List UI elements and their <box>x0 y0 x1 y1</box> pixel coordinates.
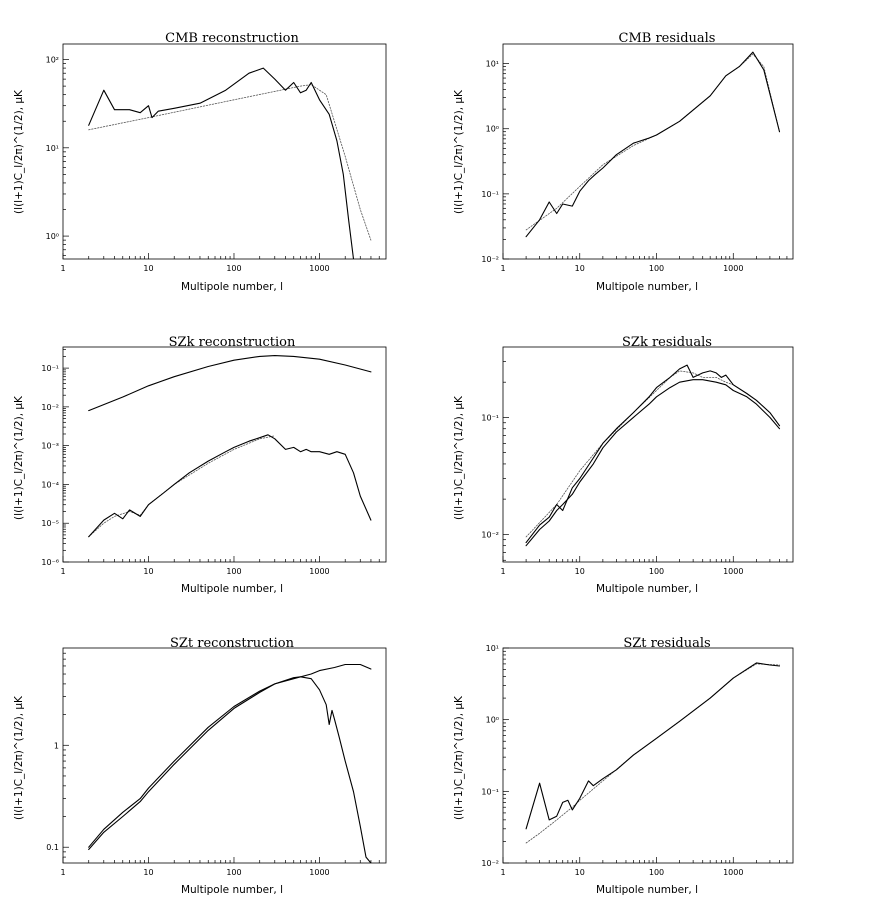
x-axis-label: Multipole number, l <box>596 281 698 293</box>
y-tick-label: 10⁻⁶ <box>41 558 59 567</box>
x-axis-label: Multipole number, l <box>181 281 283 293</box>
panel-cmb-reconstruction: CMB reconstruction Multipole number, l (… <box>13 31 387 293</box>
y-tick-label: 10⁰ <box>486 125 499 134</box>
x-tick-label: 10 <box>143 264 153 273</box>
y-tick-label: 10⁻⁴ <box>41 480 59 489</box>
series-line-reconstruction <box>88 434 372 538</box>
y-tick-label: 10⁻³ <box>41 442 59 451</box>
x-tick-label: 1000 <box>723 868 743 877</box>
y-axis-label: (l(l+1)C_l/2π)^(1/2), μK <box>453 695 465 820</box>
x-tick-label: 10 <box>575 868 585 877</box>
series-line-expected <box>525 53 780 231</box>
x-tick-label: 100 <box>226 868 241 877</box>
x-tick-label: 10 <box>143 567 153 576</box>
plot-frame <box>502 43 794 260</box>
x-tick-label: 100 <box>649 264 664 273</box>
x-tick-label: 1 <box>500 264 505 273</box>
series-line-measured <box>525 379 781 547</box>
x-tick-label: 1000 <box>309 264 329 273</box>
x-tick-label: 10 <box>575 264 585 273</box>
y-tick-label: 10⁰ <box>46 232 59 241</box>
y-tick-label: 10¹ <box>46 144 59 153</box>
panel-szk-reconstruction: SZk reconstruction Multipole number, l (… <box>13 335 387 595</box>
x-tick-label: 100 <box>649 567 664 576</box>
x-tick-label: 1 <box>500 567 505 576</box>
x-tick-label: 1000 <box>309 567 329 576</box>
y-tick-label: 10⁻⁵ <box>41 519 59 528</box>
y-tick-label: 0.1 <box>46 843 59 852</box>
plot-frame <box>502 346 794 563</box>
x-tick-label: 100 <box>226 264 241 273</box>
y-tick-label: 10⁻¹ <box>481 413 499 422</box>
x-tick-label: 1 <box>60 868 65 877</box>
x-axis-label: Multipole number, l <box>596 884 698 896</box>
series-line-expected <box>525 663 780 844</box>
panel-cmb-residuals: CMB residuals Multipole number, l (l(l+1… <box>453 31 794 293</box>
panel-title: CMB residuals <box>619 31 716 46</box>
x-tick-label: 1 <box>60 264 65 273</box>
panel-szk-residuals: SZk residuals Multipole number, l (l(l+1… <box>453 335 794 595</box>
panel-title: SZk reconstruction <box>169 335 296 350</box>
panel-title: CMB reconstruction <box>165 31 299 46</box>
x-axis-label: Multipole number, l <box>181 583 283 595</box>
series-line-reconstruction <box>88 67 355 259</box>
y-axis-label: (l(l+1)C_l/2π)^(1/2), μK <box>13 695 25 820</box>
x-tick-label: 10 <box>575 567 585 576</box>
panel-szt-reconstruction: SZt reconstruction Multipole number, l (… <box>13 636 387 896</box>
series-line-input <box>88 355 372 412</box>
x-tick-label: 1000 <box>723 264 743 273</box>
plot-frame <box>62 647 387 864</box>
x-tick-label: 1000 <box>723 567 743 576</box>
y-axis-label: (l(l+1)C_l/2π)^(1/2), μK <box>453 89 465 214</box>
y-tick-label: 10⁻¹ <box>481 787 499 796</box>
y-tick-label: 10¹ <box>486 644 499 653</box>
plot-frame <box>502 647 794 864</box>
y-tick-label: 10² <box>46 56 59 65</box>
x-tick-label: 100 <box>649 868 664 877</box>
panel-title: SZk residuals <box>622 335 712 350</box>
x-tick-label: 1 <box>500 868 505 877</box>
panel-szt-residuals: SZt residuals Multipole number, l (l(l+1… <box>453 636 794 896</box>
panel-title: SZt reconstruction <box>170 636 295 651</box>
x-axis-label: Multipole number, l <box>181 884 283 896</box>
y-tick-label: 1 <box>54 741 59 750</box>
x-tick-label: 1000 <box>309 868 329 877</box>
series-line-measured <box>525 662 781 830</box>
x-axis-label: Multipole number, l <box>596 583 698 595</box>
series-line-reconstruction-dotted <box>88 435 276 538</box>
y-tick-label: 10⁰ <box>486 716 499 725</box>
y-tick-label: 10⁻¹ <box>481 190 499 199</box>
y-axis-label: (l(l+1)C_l/2π)^(1/2), μK <box>453 395 465 520</box>
series-line-input <box>88 84 372 241</box>
x-tick-label: 1 <box>60 567 65 576</box>
y-tick-label: 10⁻² <box>41 403 59 412</box>
series-line-measured-thin <box>525 364 781 544</box>
y-tick-label: 10⁻² <box>481 530 499 539</box>
x-tick-label: 100 <box>226 567 241 576</box>
y-tick-label: 10¹ <box>486 60 499 69</box>
series-line-reconstruction <box>88 676 372 863</box>
series-line-expected <box>525 370 780 538</box>
y-axis-label: (l(l+1)C_l/2π)^(1/2), μK <box>13 89 25 214</box>
panel-title: SZt residuals <box>623 636 710 651</box>
plot-frame <box>62 43 387 260</box>
y-axis-label: (l(l+1)C_l/2π)^(1/2), μK <box>13 395 25 520</box>
y-tick-label: 10⁻¹ <box>41 364 59 373</box>
x-tick-label: 10 <box>143 868 153 877</box>
y-tick-label: 10⁻² <box>481 255 499 264</box>
series-line-measured <box>525 51 781 238</box>
series-line-input <box>88 663 372 848</box>
y-tick-label: 10⁻² <box>481 859 499 868</box>
